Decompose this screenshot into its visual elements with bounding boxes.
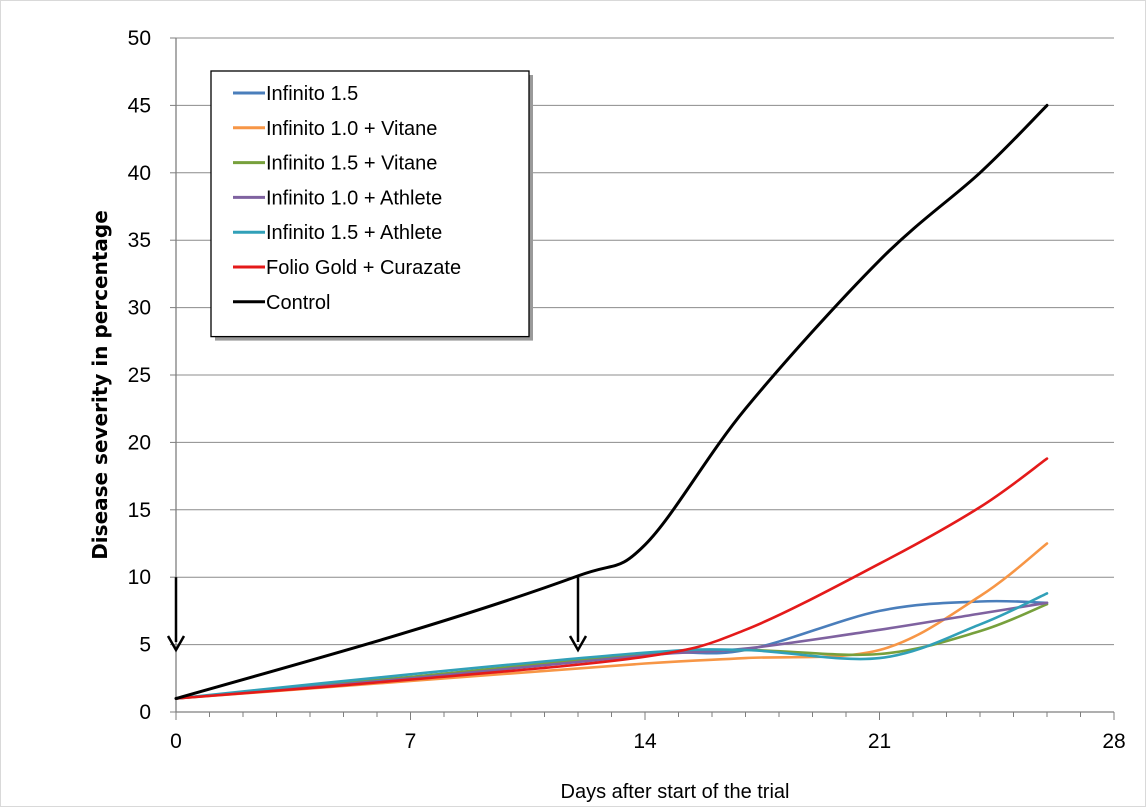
y-tick-label: 25 [128,364,151,387]
legend-label: Infinito 1.5 + Vitane [266,153,437,175]
x-tick-label: 21 [868,730,891,753]
y-tick-label: 15 [128,499,151,522]
legend-label: Folio Gold + Curazate [266,257,461,279]
y-tick-label: 10 [128,566,151,589]
y-tick-label: 20 [128,431,151,454]
legend-box [210,70,530,338]
legend: Infinito 1.5 Infinito 1.0 + Vitane Infinit… [210,70,533,341]
x-tick-label: 14 [633,730,657,753]
y-tick-label: 35 [128,229,151,252]
legend-label: Infinito 1.5 + Athlete [266,222,442,244]
series-lines [174,103,1049,700]
arrow-head [166,635,186,653]
annotations [166,577,588,653]
y-tick-label: 50 [128,27,151,50]
series-line-control [174,103,1049,700]
x-axis-label: Days after start of the trial [561,781,790,803]
legend-label: Infinito 1.5 [266,83,358,105]
y-tick-label: 45 [128,94,151,117]
y-tick-label: 40 [128,162,151,185]
x-tick-label: 7 [405,730,417,753]
y-tick-label: 5 [139,634,151,657]
legend-label: Control [266,292,330,314]
x-tick-label: 0 [170,730,182,753]
series-line-infinito-1-5-athlete [174,592,1049,700]
legend-label: Infinito 1.0 + Vitane [266,118,437,140]
y-tick-label: 0 [139,701,151,724]
x-tick-labels: 0 7 14 21 28 [170,730,1126,753]
legend-label: Infinito 1.0 + Athlete [266,187,442,209]
arrow-head [568,635,588,653]
y-tick-label: 30 [128,297,151,320]
series-line-folio-gold-curazate [174,457,1049,700]
y-tick-labels: 0 5 10 15 20 25 30 35 40 45 50 [128,27,151,724]
y-axis-label: Disease severity in percentage [88,210,112,560]
x-tick-label: 28 [1102,730,1125,753]
